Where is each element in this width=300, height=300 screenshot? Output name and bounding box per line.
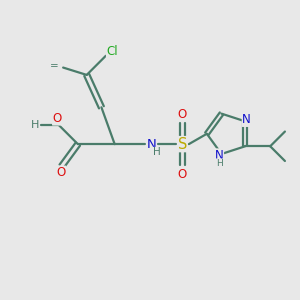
Text: N: N bbox=[215, 149, 224, 162]
Text: H: H bbox=[153, 147, 160, 158]
Text: O: O bbox=[56, 166, 66, 179]
Text: Cl: Cl bbox=[106, 45, 118, 58]
Text: S: S bbox=[178, 136, 187, 152]
Text: O: O bbox=[52, 112, 62, 125]
Text: H: H bbox=[216, 159, 223, 168]
Text: H: H bbox=[30, 120, 39, 130]
Text: O: O bbox=[178, 108, 187, 121]
Text: N: N bbox=[242, 113, 251, 126]
Text: N: N bbox=[147, 138, 156, 151]
Text: =: = bbox=[50, 61, 59, 71]
Text: O: O bbox=[178, 168, 187, 181]
